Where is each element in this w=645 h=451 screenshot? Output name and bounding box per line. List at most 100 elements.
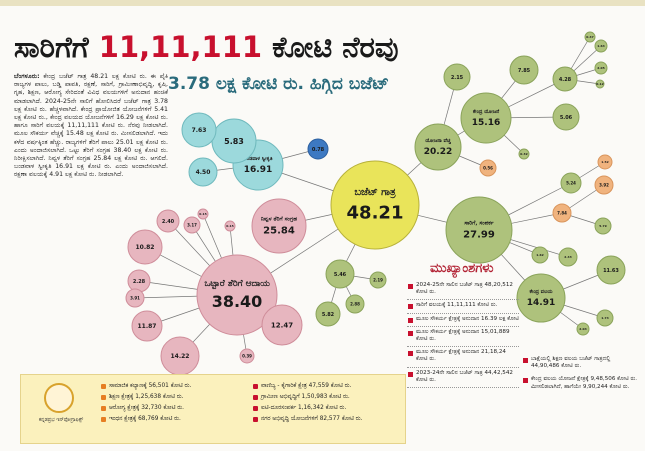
- bubble-value: 7.84: [557, 210, 567, 215]
- bubble-value: 15.16: [472, 118, 500, 128]
- bubble-other4: 3.91: [125, 288, 145, 308]
- headline-number: 11,11,111: [98, 30, 263, 64]
- summary-item: ಐಟಿ-ದೂರಸಂಪರ್ಕ 1,16,342 ಕೋಟಿ ರು.: [253, 403, 362, 414]
- bubble-value: 11.63: [603, 268, 619, 274]
- bubble-s2: 1.52: [597, 154, 613, 170]
- bubble-circle: [445, 196, 513, 264]
- bubble-value: 3.91: [130, 295, 140, 300]
- bubble-k3: 2.04: [576, 322, 590, 336]
- bubble-circle: [224, 220, 236, 232]
- bubble-gross_tax: ಒಟ್ಟಾರೆ ತೆರಿಗೆ ಆದಾಯ 38.40: [196, 254, 278, 336]
- bubble-value: 0.56: [483, 165, 493, 170]
- bubble-value: 5.06: [560, 115, 573, 121]
- bubble-value: 11.87: [138, 323, 157, 330]
- bubble-value: 2.40: [162, 219, 175, 225]
- headline-prefix: ಸಾರಿಗೆಗೆ: [14, 30, 89, 64]
- bubble-other5: 2.19: [369, 271, 387, 289]
- bubble-value: 1.64: [597, 44, 604, 48]
- bubble-value: 4.50: [196, 169, 211, 176]
- bubble-recovery: 4.50: [188, 157, 218, 187]
- bubble-circle: [597, 154, 613, 170]
- subheadline: 3.78 ಲಕ್ಷ ಕೋಟಿ ರು. ಹಿಗ್ಗಿದ ಬಜೆಟ್: [168, 74, 389, 94]
- bubble-other7: 2.88: [345, 294, 365, 314]
- bubble-misc: 0.78: [307, 138, 329, 160]
- bubble-circle: [239, 348, 255, 364]
- bubble-circle: [188, 157, 218, 187]
- bubble-r3: 4.28: [552, 66, 578, 92]
- bubble-s3: 7.84: [552, 203, 572, 223]
- bubble-circle: [443, 63, 471, 91]
- bubble-s7: 2.43: [558, 247, 578, 267]
- bubble-circle: [197, 208, 209, 220]
- bubble-value: 5.24: [566, 180, 576, 185]
- bubble-r8: 1.64: [594, 39, 608, 53]
- bubble-central_sector: ಕೇಂದ್ರ ಯೋಜನೆ 15.16: [460, 92, 512, 144]
- bubble-value: 1.62: [536, 253, 543, 257]
- bubble-value: 27.99: [463, 230, 495, 241]
- bubble-s6: 1.62: [531, 246, 549, 264]
- bubble-value: 3.17: [187, 222, 197, 227]
- top-strip: [0, 0, 645, 6]
- bubble-value: 3.92: [599, 182, 609, 187]
- summary-column-1: ಸಾಮಾಜಿಕ ಕಲ್ಯಾಣಕ್ಕೆ 56,501 ಕೋಟಿ ರು. ಶಿಕ್ಷ…: [101, 381, 191, 425]
- bubble-value: 48.21: [347, 203, 404, 224]
- bubble-circle: [596, 255, 626, 285]
- bubble-circle: [518, 148, 530, 160]
- bubble-net_tax: ನಿವ್ವಳ ತೆರಿಗೆ ಸಂಗ್ರಹ 25.84: [251, 198, 307, 254]
- bubble-value: 1.74: [601, 316, 608, 320]
- highlight-item: 2024-25ನೇ ಸಾಲಿನ ಬಜೆಟ್ ಗಾತ್ರ 48,20,512 ಕೋ…: [407, 280, 519, 301]
- bubble-label: ನಿವ್ವಳ ತೆರಿಗೆ ಸಂಗ್ರಹ: [261, 217, 297, 223]
- bubble-label: ಯೋಜನಾ ವೆಚ್ಚ: [425, 138, 451, 144]
- bubble-value: 12.47: [271, 321, 293, 329]
- highlight-item: ಮೂಲ ಸೌಕರ್ಯ ಕ್ಷೇತ್ರಕ್ಕೆ ಅನುದಾನ 21,18,24 ಕ…: [407, 347, 519, 368]
- bubble-circle: [251, 198, 307, 254]
- bubble-circle: [558, 247, 578, 267]
- bubble-circle: [594, 217, 612, 235]
- bubble-value: 10.82: [136, 244, 155, 251]
- bubble-value: 5.82: [322, 312, 335, 318]
- bubble-value: 7.85: [518, 68, 531, 74]
- right-note: ಕೇಂದ್ರ ವಲಯ ಯೋಜನೆ ಕ್ಷೇತ್ರಕ್ಕೆ 9,48,506 ಕೋ…: [522, 374, 640, 394]
- summary-item: ಆರೋಗ್ಯ ಕ್ಷೇತ್ರಕ್ಕೆ 32,730 ಕೋಟಿ ರು.: [101, 403, 191, 414]
- bubble-value: 1.52: [601, 160, 608, 164]
- bubble-circle: [509, 55, 539, 85]
- bubble-value: 38.40: [212, 292, 263, 311]
- bubble-r2: 7.85: [509, 55, 539, 85]
- article-dateline: ಬೆಂಗಳೂರು:: [14, 73, 40, 80]
- bubble-value: 25.84: [263, 226, 295, 237]
- bubble-income: 12.47: [261, 304, 303, 346]
- bubble-value: 0.32: [520, 152, 527, 156]
- bubble-circle: [261, 304, 303, 346]
- bubble-value: 0.15: [199, 212, 206, 216]
- bubble-value: 16.91: [244, 165, 272, 175]
- bubble-value: 5.83: [224, 137, 244, 146]
- bubble-ut: 0.39: [239, 348, 255, 364]
- bubble-value: 20.22: [424, 147, 452, 157]
- headline-suffix: ಕೋಟಿ ನೆರವು: [272, 30, 399, 64]
- summary-item: ವಾಣಿಜ್ಯ - ಕೈಗಾರಿಕೆ ಕ್ಷೇತ್ರ 47,559 ಕೋಟಿ ರ…: [253, 381, 362, 392]
- bubble-circle: [369, 271, 387, 289]
- bubble-nontax: 5.83: [211, 118, 257, 164]
- bubble-other1: 0.15: [197, 208, 209, 220]
- summary-item: ಸಾಮಾಜಿಕ ಕಲ್ಯಾಣಕ್ಕೆ 56,501 ಕೋಟಿ ರು.: [101, 381, 191, 392]
- bubble-circle: [125, 288, 145, 308]
- bubble-circle: [325, 259, 355, 289]
- bubble-circle: [196, 254, 278, 336]
- bubble-other3: 2.28: [127, 269, 151, 293]
- article-body: ಬೆಂಗಳೂರು: ಕೇಂದ್ರ ಬಜೆಟ್ ಗಾತ್ರ 48.21 ಲಕ್ಷ …: [14, 73, 168, 300]
- bubble-r4: 5.06: [552, 103, 580, 131]
- bubble-value: 2.05: [597, 66, 604, 70]
- bubble-nondebt: 7.63: [181, 112, 217, 148]
- bubble-label: ಬಜೆಟ್ ಗಾತ್ರ: [354, 187, 396, 199]
- bubble-other2: 0.15: [224, 220, 236, 232]
- highlight-item: 2023-24ನೇ ಸಾಲಿನ ಬಜೆಟ್ ಗಾತ್ರ 44,42,542 ಕೋ…: [407, 368, 519, 389]
- publisher-logo: ಕನ್ನಡಪ್ರಭ ಇನ್‌ಫೋಗ್ರಾಫಿಕ್ಸ್: [26, 379, 96, 437]
- bubble-label: ಒಟ್ಟಾರೆ ತೆರಿಗೆ ಆದಾಯ: [204, 278, 270, 290]
- summary-item: ಗ್ರಾಮೀಣ ಅಭಿವೃದ್ಧಿಗೆ 1,50,983 ಕೋಟಿ ರು.: [253, 392, 362, 403]
- bubble-value: 2.15: [451, 75, 464, 81]
- bubble-excise: 3.17: [183, 216, 201, 234]
- bubble-value: 2.28: [133, 279, 146, 285]
- bubble-circle: [594, 175, 614, 195]
- bubble-value: 0.47: [586, 35, 593, 39]
